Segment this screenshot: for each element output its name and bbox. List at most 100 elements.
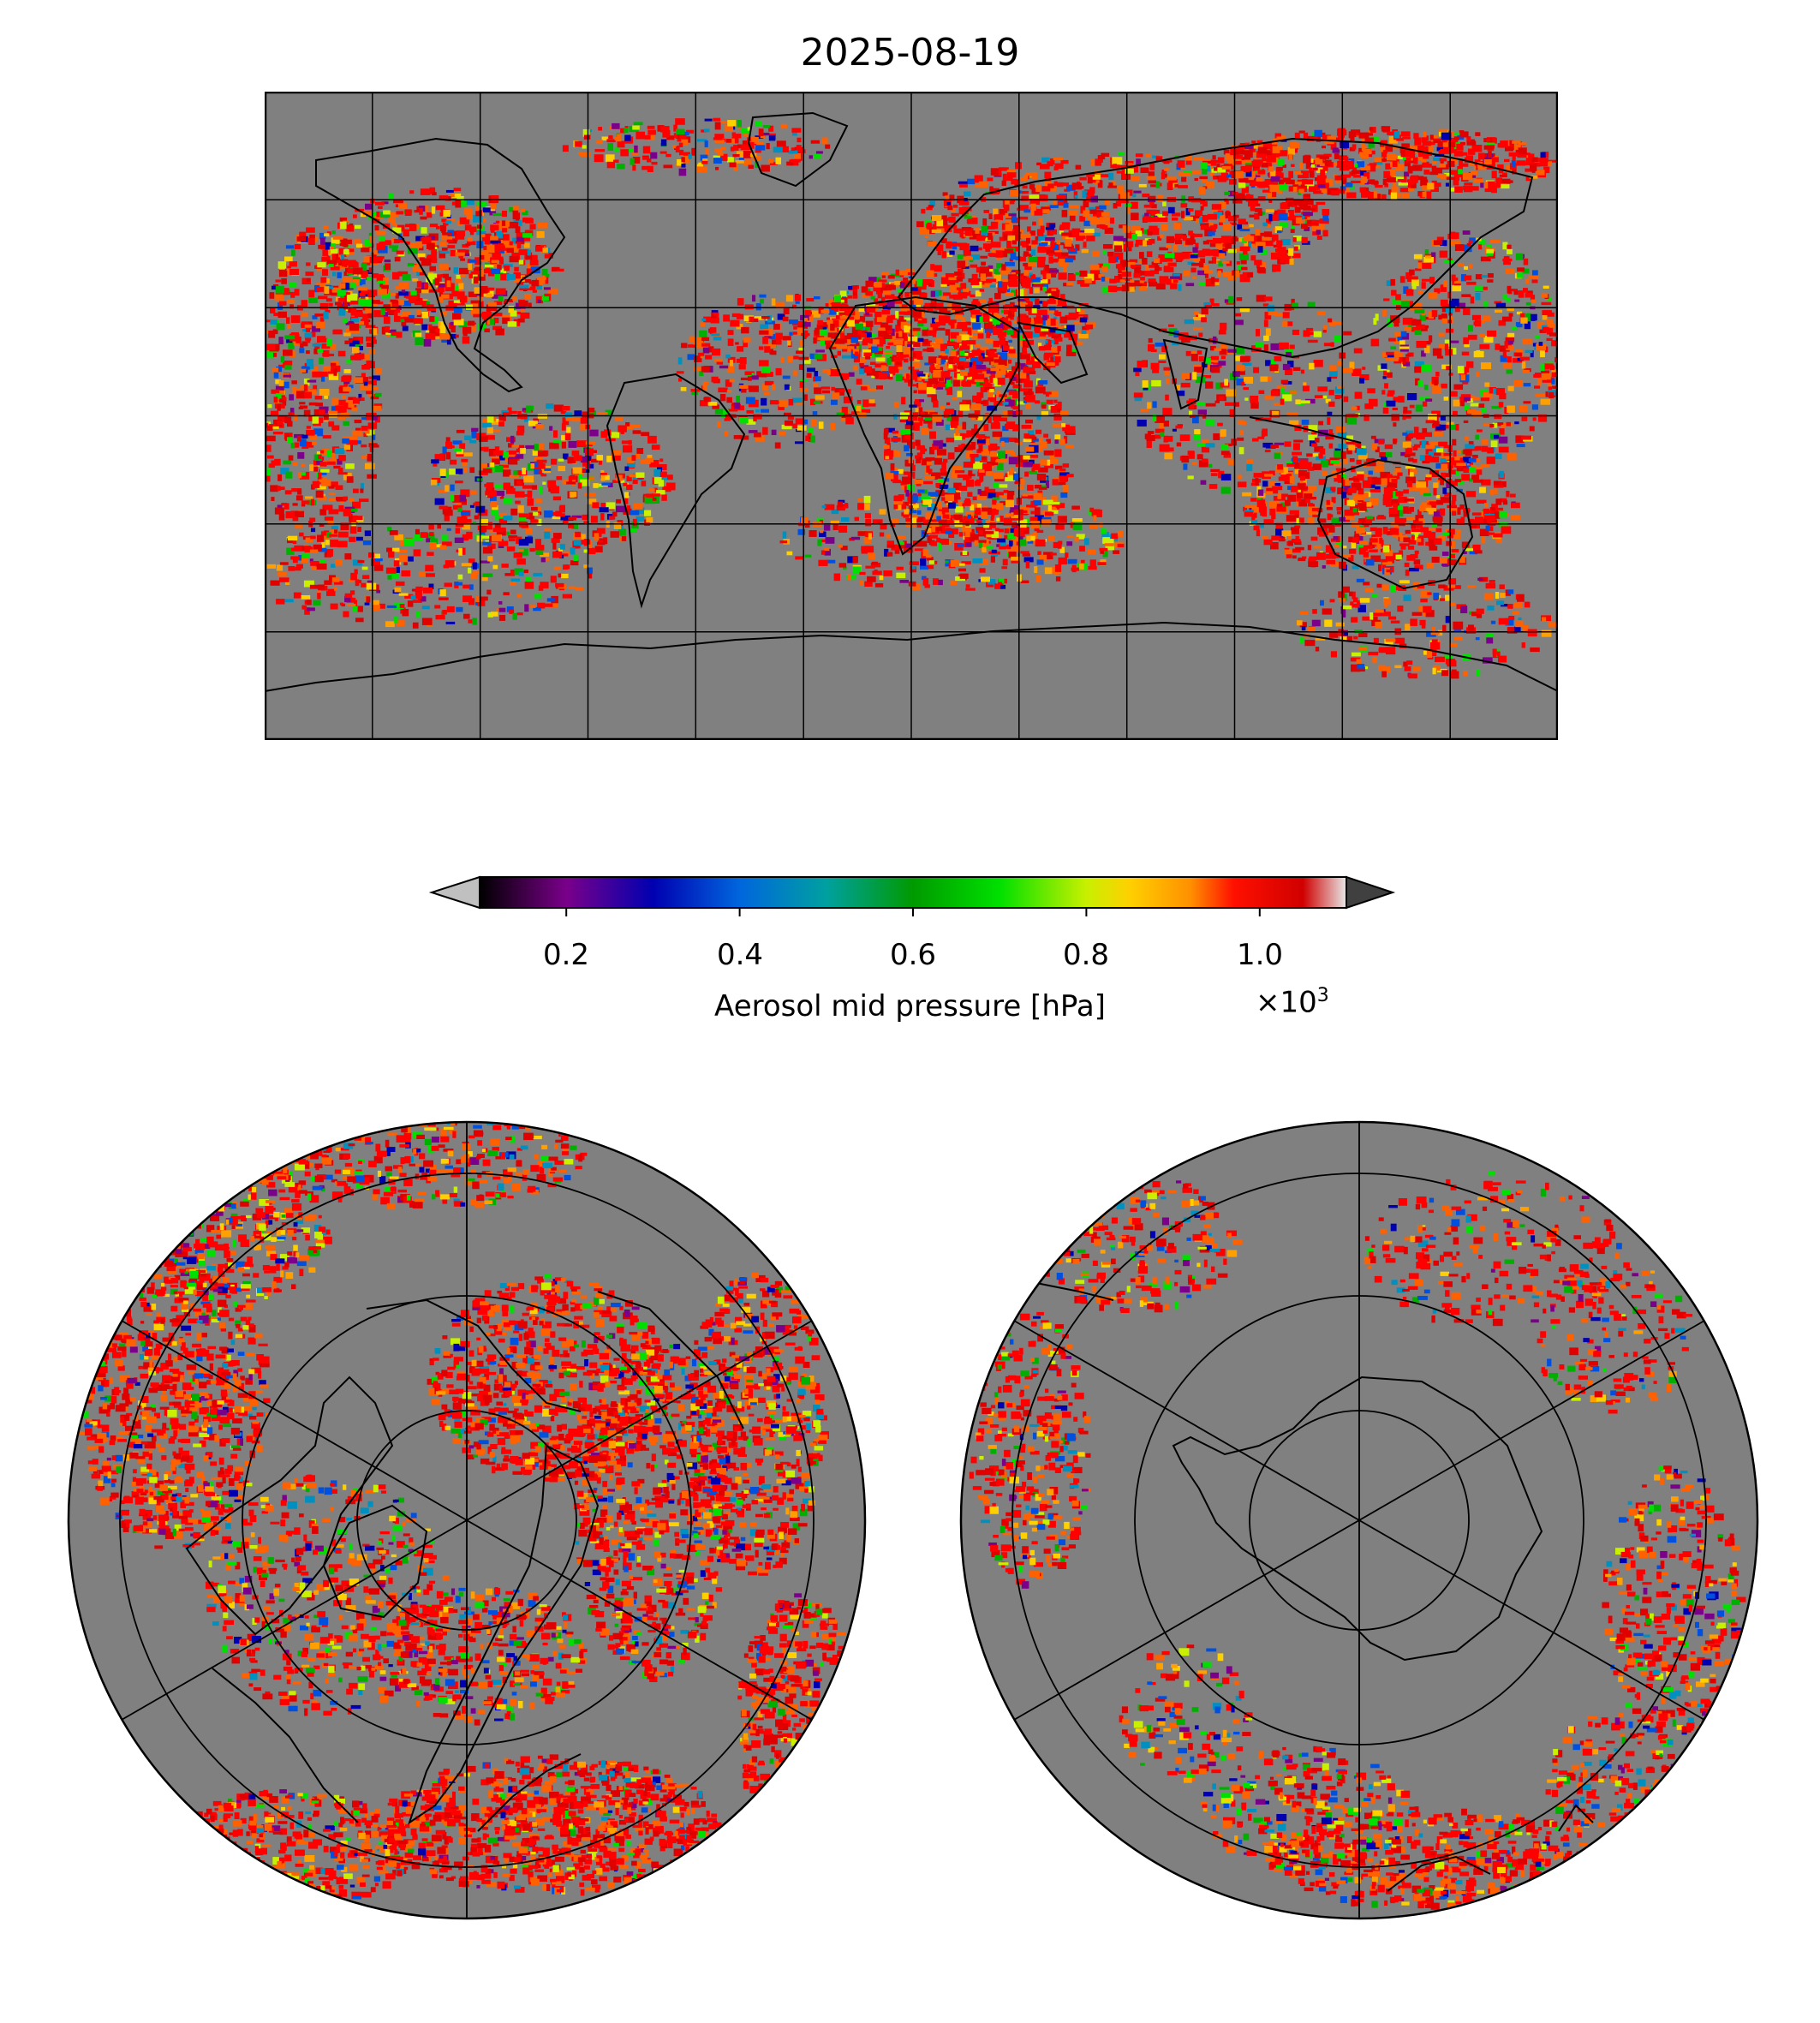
- aerosol-pixel: [1267, 191, 1276, 199]
- aerosol-pixel: [358, 346, 363, 350]
- aerosol-pixel: [990, 168, 1000, 176]
- aerosol-pixel: [956, 335, 962, 343]
- aerosol-pixel: [378, 206, 383, 209]
- aerosol-pixel: [1119, 260, 1128, 267]
- aerosol-pixel: [1275, 167, 1282, 176]
- aerosol-pixel: [1202, 214, 1208, 223]
- aerosol-pixel: [289, 394, 294, 401]
- aerosol-pixel: [633, 503, 643, 510]
- aerosol-pixel: [1009, 258, 1013, 262]
- aerosol-pixel: [978, 527, 983, 535]
- aerosol-pixel: [946, 389, 953, 396]
- aerosol-pixel: [1289, 259, 1294, 266]
- aerosol-pixel: [537, 451, 547, 457]
- aerosol-pixel: [1006, 172, 1017, 178]
- aerosol-pixel: [433, 247, 438, 252]
- aerosol-pixel: [381, 291, 391, 299]
- aerosol-pixel: [913, 298, 923, 305]
- aerosol-pixel: [779, 399, 788, 408]
- aerosol-pixel: [899, 354, 906, 358]
- aerosol-pixel: [307, 277, 311, 282]
- aerosol-pixel: [278, 364, 288, 368]
- aerosol-pixel: [1057, 481, 1066, 486]
- aerosol-pixel: [929, 446, 934, 455]
- aerosol-pixel: [508, 451, 516, 455]
- aerosol-pixel: [963, 256, 973, 260]
- aerosol-pixel: [997, 287, 1007, 294]
- aerosol-pixel: [295, 336, 301, 343]
- aerosol-pixel: [889, 355, 898, 362]
- aerosol-pixel: [911, 502, 916, 506]
- aerosol-pixel: [534, 545, 545, 551]
- aerosol-pixel: [1012, 424, 1020, 432]
- aerosol-pixel: [503, 469, 511, 477]
- aerosol-pixel: [913, 390, 917, 394]
- aerosol-pixel: [509, 474, 520, 479]
- aerosol-pixel: [1025, 403, 1031, 409]
- aerosol-pixel: [961, 317, 965, 325]
- aerosol-pixel: [1006, 346, 1014, 351]
- aerosol-pixel: [1035, 184, 1041, 193]
- aerosol-pixel: [1448, 138, 1459, 143]
- aerosol-pixel: [554, 268, 564, 272]
- aerosol-pixel: [1199, 217, 1205, 224]
- aerosol-pixel: [1149, 195, 1156, 200]
- aerosol-pixel: [755, 303, 761, 311]
- aerosol-pixel: [766, 343, 777, 349]
- aerosol-pixel: [1034, 325, 1041, 331]
- aerosol-pixel: [454, 448, 462, 452]
- aerosol-pixel: [632, 480, 638, 485]
- aerosol-pixel: [479, 519, 488, 526]
- aerosol-pixel: [749, 316, 755, 323]
- aerosol-pixel: [890, 471, 899, 475]
- aerosol-pixel: [1258, 262, 1267, 269]
- aerosol-pixel: [379, 212, 391, 218]
- aerosol-pixel: [626, 424, 634, 430]
- aerosol-pixel: [621, 536, 627, 541]
- aerosol-pixel: [979, 289, 985, 292]
- aerosol-pixel: [1011, 178, 1017, 185]
- aerosol-pixel: [319, 468, 330, 473]
- aerosol-pixel: [959, 233, 966, 238]
- aerosol-pixel: [755, 409, 760, 413]
- aerosol-pixel: [826, 317, 832, 321]
- aerosol-pixel: [964, 534, 971, 542]
- aerosol-pixel: [926, 387, 936, 394]
- aerosol-pixel: [323, 349, 330, 357]
- aerosol-pixel: [287, 535, 298, 540]
- aerosol-pixel: [421, 288, 429, 294]
- aerosol-pixel: [1035, 429, 1042, 434]
- aerosol-pixel: [296, 236, 306, 242]
- aerosol-pixel: [874, 281, 882, 288]
- aerosol-pixel: [1023, 367, 1029, 373]
- aerosol-pixel: [517, 425, 525, 433]
- aerosol-pixel: [1261, 162, 1272, 168]
- aerosol-pixel: [533, 511, 539, 516]
- aerosol-pixel: [1064, 435, 1068, 444]
- aerosol-pixel: [317, 336, 326, 343]
- aerosol-pixel: [1101, 286, 1113, 294]
- aerosol-pixel: [992, 499, 997, 507]
- aerosol-pixel: [1311, 219, 1321, 224]
- aerosol-pixel: [844, 322, 849, 328]
- aerosol-pixel: [714, 409, 724, 415]
- aerosol-pixel: [1007, 533, 1016, 539]
- aerosol-pixel: [354, 440, 361, 445]
- aerosol-pixel: [821, 390, 830, 394]
- aerosol-pixel: [590, 450, 597, 453]
- aerosol-pixel: [921, 458, 932, 466]
- aerosol-pixel: [719, 365, 729, 369]
- aerosol-pixel: [1079, 317, 1088, 323]
- aerosol-pixel: [944, 224, 952, 232]
- aerosol-pixel: [1211, 204, 1222, 211]
- aerosol-pixel: [343, 249, 349, 255]
- aerosol-pixel: [743, 315, 754, 322]
- aerosol-pixel: [678, 378, 683, 382]
- aerosol-pixel: [1206, 239, 1213, 242]
- aerosol-pixel: [979, 474, 984, 482]
- aerosol-pixel: [389, 293, 397, 296]
- aerosol-pixel: [737, 346, 744, 352]
- aerosol-pixel: [460, 258, 465, 261]
- aerosol-pixel: [941, 492, 952, 496]
- aerosol-pixel: [953, 433, 960, 439]
